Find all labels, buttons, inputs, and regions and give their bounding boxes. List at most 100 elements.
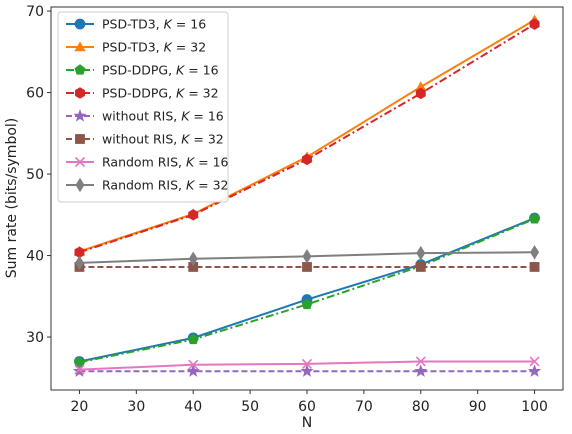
legend-label-equals: = xyxy=(184,86,202,101)
legend-label-k-value: 32 xyxy=(213,178,229,193)
legend-label-equals: = xyxy=(184,63,202,78)
data-point xyxy=(187,333,199,345)
data-point xyxy=(530,245,540,260)
y-tick-label: 40 xyxy=(26,249,44,265)
legend-label-equals: = xyxy=(189,132,207,147)
data-point xyxy=(527,364,542,377)
legend-label: without RIS, K = 16 xyxy=(102,109,224,124)
y-tick-label: 60 xyxy=(26,86,44,102)
legend-label-k-symbol: K xyxy=(176,86,186,101)
legend-box xyxy=(57,11,229,203)
legend-label-prefix: Random RIS, xyxy=(102,155,186,170)
legend-entry: PSD-TD3, K = 32 xyxy=(66,40,206,55)
legend-label: PSD-DDPG, K = 32 xyxy=(102,86,219,101)
data-point xyxy=(301,358,313,369)
legend-label-k-value: 32 xyxy=(203,86,219,101)
x-tick-label: 70 xyxy=(355,399,373,415)
x-tick-label: 30 xyxy=(127,399,145,415)
data-point xyxy=(415,262,426,272)
legend-label-k-value: 16 xyxy=(190,17,206,32)
legend-label-k-symbol: K xyxy=(181,109,191,124)
legend-label-k-symbol: K xyxy=(164,17,174,32)
legend-label-k-value: 16 xyxy=(208,109,224,124)
x-tick-label: 50 xyxy=(241,399,259,415)
legend-label: PSD-TD3, K = 32 xyxy=(102,40,206,55)
y-axis-label: Sum rate (bits/symbol) xyxy=(4,118,20,279)
data-point xyxy=(302,262,312,272)
legend-label-k-value: 16 xyxy=(213,155,229,170)
legend-label-prefix: Random RIS, xyxy=(102,178,186,193)
legend-label-equals: = xyxy=(194,155,212,170)
legend-label-k-symbol: K xyxy=(186,178,196,193)
data-point xyxy=(74,255,84,271)
series-6 xyxy=(74,356,540,375)
legend-entry: without RIS, K = 16 xyxy=(66,109,224,124)
legend-entry: Random RIS, K = 32 xyxy=(66,178,229,193)
legend-label: Random RIS, K = 32 xyxy=(102,178,229,193)
legend-label-k-symbol: K xyxy=(164,40,174,55)
legend-entry: Random RIS, K = 16 xyxy=(66,155,229,170)
legend-label-prefix: PSD-TD3, xyxy=(102,40,164,55)
legend-label-prefix: PSD-TD3, xyxy=(102,17,164,32)
series-layer xyxy=(72,14,542,377)
series-7 xyxy=(74,245,540,271)
x-tick-label: 90 xyxy=(469,399,487,415)
data-point xyxy=(415,87,426,100)
data-point xyxy=(529,213,541,224)
legend-marker xyxy=(74,64,86,75)
y-tick-label: 70 xyxy=(26,4,44,20)
x-tick-label: 60 xyxy=(298,399,316,415)
legend-entry: without RIS, K = 32 xyxy=(66,132,224,147)
legend-label-prefix: without RIS, xyxy=(102,109,181,124)
legend-marker xyxy=(74,41,86,52)
legend-marker xyxy=(75,177,85,193)
data-point xyxy=(188,359,199,370)
legend-label-k-value: 16 xyxy=(203,63,219,78)
data-point xyxy=(301,298,313,310)
legend-label-equals: = xyxy=(172,40,190,55)
data-point xyxy=(300,364,314,377)
legend-label-prefix: PSD-DDPG, xyxy=(102,86,176,101)
legend-label: Random RIS, K = 16 xyxy=(102,155,229,170)
x-axis-label: N xyxy=(302,415,312,431)
legend-label-k-value: 32 xyxy=(190,40,206,55)
legend-marker xyxy=(74,18,86,30)
legend-marker xyxy=(74,156,86,168)
data-point xyxy=(415,356,426,367)
legend-label-equals: = xyxy=(189,109,207,124)
legend-entry: PSD-TD3, K = 16 xyxy=(66,17,206,32)
data-point xyxy=(529,18,540,30)
x-tick-label: 40 xyxy=(184,399,202,415)
legend-marker xyxy=(75,87,85,99)
legend-label: PSD-DDPG, K = 16 xyxy=(102,63,219,78)
legend-label-k-symbol: K xyxy=(186,155,196,170)
data-point xyxy=(302,153,312,166)
y-tick-label: 30 xyxy=(26,330,44,346)
x-tick-label: 80 xyxy=(412,399,430,415)
data-point xyxy=(529,356,540,367)
legend-label: without RIS, K = 32 xyxy=(102,132,224,147)
legend-label-k-value: 32 xyxy=(208,132,224,147)
legend-label: PSD-TD3, K = 16 xyxy=(102,17,206,32)
legend-label-k-symbol: K xyxy=(176,63,186,78)
legend-entry: PSD-DDPG, K = 32 xyxy=(66,86,219,101)
legend-label-prefix: without RIS, xyxy=(102,132,181,147)
data-point xyxy=(74,364,85,375)
data-point xyxy=(188,251,198,267)
y-tick-label: 50 xyxy=(26,167,44,183)
data-point xyxy=(188,209,199,221)
series-3 xyxy=(74,18,540,258)
data-point xyxy=(416,245,426,261)
data-point xyxy=(529,262,540,272)
legend-label-prefix: PSD-DDPG, xyxy=(102,63,176,78)
legend-label-equals: = xyxy=(194,178,212,193)
y-tick-labels: 30 40 50 60 70 xyxy=(26,4,51,346)
data-point xyxy=(414,364,428,377)
legend-entry: PSD-DDPG, K = 16 xyxy=(66,63,219,78)
legend-marker xyxy=(75,134,85,144)
legend-label-k-symbol: K xyxy=(181,132,191,147)
x-tick-label: 20 xyxy=(71,399,89,415)
x-tick-label: 100 xyxy=(521,399,548,415)
